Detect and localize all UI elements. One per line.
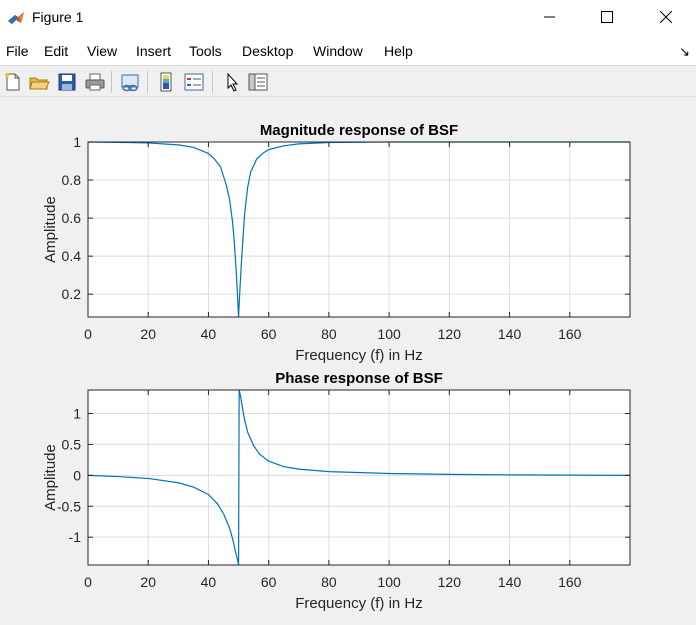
axes-2[interactable]: 0 20 40 60 80 100 120 140 160 -1 -0.5 0 0.5 1 Phase re… xyxy=(42,370,631,612)
property-inspector-icon xyxy=(248,73,268,91)
close-icon xyxy=(660,11,672,23)
x-tick-label: 140 xyxy=(498,574,522,590)
colorbar-icon xyxy=(160,72,172,92)
insert-colorbar-button[interactable] xyxy=(156,71,178,93)
menu-edit[interactable]: Edit xyxy=(44,43,69,59)
axes-background xyxy=(88,390,630,565)
save-button[interactable] xyxy=(56,71,78,93)
axes-frame xyxy=(87,389,631,566)
print-button[interactable] xyxy=(84,71,106,93)
maximize-button[interactable] xyxy=(584,0,630,34)
menu-tools[interactable]: Tools xyxy=(189,43,222,59)
toolbar-separator xyxy=(111,71,112,93)
y-axis-label: Amplitude xyxy=(42,444,59,511)
link-plot-icon xyxy=(121,74,139,92)
menu-bar: File Edit View Insert Tools Desktop Wind… xyxy=(0,36,696,66)
toolbar-separator xyxy=(147,71,148,93)
print-icon xyxy=(85,73,105,91)
open-file-button[interactable] xyxy=(28,71,50,93)
series-line-1 xyxy=(87,141,630,318)
menu-insert[interactable]: Insert xyxy=(136,43,172,59)
axes-title: Phase response of BSF xyxy=(275,370,443,387)
x-tick-label: 140 xyxy=(498,326,522,342)
x-tick-label: 20 xyxy=(140,326,156,342)
maximize-icon xyxy=(601,11,613,23)
figure-canvas: 0 20 40 60 80 100 120 140 160 0.2 0.4 0.6 0.8 1 Magnit… xyxy=(0,98,696,625)
axes-1[interactable]: 0 20 40 60 80 100 120 140 160 0.2 0.4 0.6 0.8 1 Magnit… xyxy=(42,122,631,364)
save-icon xyxy=(58,73,76,91)
legend-icon xyxy=(184,73,204,91)
menu-window[interactable]: Window xyxy=(313,43,363,59)
edit-plot-arrow-icon xyxy=(227,72,239,92)
y-tick-label: 0.4 xyxy=(62,248,82,264)
x-tick-label: 120 xyxy=(438,574,462,590)
x-tick-label: 40 xyxy=(201,326,217,342)
window-title: Figure 1 xyxy=(32,9,84,25)
axes-background xyxy=(88,142,630,317)
edit-plot-button[interactable] xyxy=(221,71,243,93)
x-tick-label: 40 xyxy=(201,574,217,590)
figure-plot-svg: 0 20 40 60 80 100 120 140 1600.20.40.60.81Magnit… xyxy=(42,122,631,612)
x-tick-label: 20 xyxy=(140,574,156,590)
axes-title: Magnitude response of BSF xyxy=(260,122,458,139)
close-button[interactable] xyxy=(643,0,689,34)
y-tick-label: 1 xyxy=(73,134,81,150)
x-tick-label: 160 xyxy=(558,574,582,590)
minimize-icon xyxy=(544,16,555,18)
new-figure-icon xyxy=(4,72,20,91)
menu-desktop[interactable]: Desktop xyxy=(242,43,294,59)
y-tick-label: 0.5 xyxy=(62,436,82,452)
y-tick-label: -1 xyxy=(69,529,82,545)
toolbar-separator xyxy=(212,71,213,93)
x-axis-label: Frequency (f) in Hz xyxy=(295,595,423,612)
x-tick-label: 0 xyxy=(84,326,92,342)
y-tick-label: -0.5 xyxy=(57,498,81,514)
window-title-bar: Figure 1 xyxy=(0,0,696,36)
menu-help[interactable]: Help xyxy=(384,43,413,59)
open-file-icon xyxy=(29,77,50,90)
property-inspector-button[interactable] xyxy=(247,71,269,93)
y-tick-label: 1 xyxy=(73,405,81,421)
x-tick-label: 160 xyxy=(558,326,582,342)
link-plot-button[interactable] xyxy=(119,71,141,93)
matlab-logo-icon xyxy=(8,12,24,24)
menu-view[interactable]: View xyxy=(87,43,118,59)
x-axis-label: Frequency (f) in Hz xyxy=(295,347,423,364)
dock-figure-arrow-icon[interactable]: ↘ xyxy=(679,44,690,59)
menu-file[interactable]: File xyxy=(6,43,29,59)
y-tick-label: 0 xyxy=(73,467,81,483)
axes-frame xyxy=(87,141,631,318)
x-tick-label: 80 xyxy=(321,326,337,342)
minimize-button[interactable] xyxy=(527,0,573,34)
x-tick-label: 60 xyxy=(261,326,277,342)
x-tick-label: 100 xyxy=(377,574,401,590)
y-tick-label: 0.8 xyxy=(62,172,82,188)
figure-toolbar xyxy=(0,67,696,97)
insert-legend-button[interactable] xyxy=(183,71,205,93)
y-axis-label: Amplitude xyxy=(42,196,59,263)
x-tick-label: 0 xyxy=(84,574,92,590)
y-tick-label: 0.6 xyxy=(62,210,82,226)
x-tick-label: 80 xyxy=(321,574,337,590)
x-tick-label: 100 xyxy=(377,326,401,342)
series-line-1 xyxy=(87,389,631,566)
x-tick-label: 120 xyxy=(438,326,462,342)
x-tick-label: 60 xyxy=(261,574,277,590)
new-figure-button[interactable] xyxy=(2,71,24,93)
y-tick-label: 0.2 xyxy=(62,286,82,302)
